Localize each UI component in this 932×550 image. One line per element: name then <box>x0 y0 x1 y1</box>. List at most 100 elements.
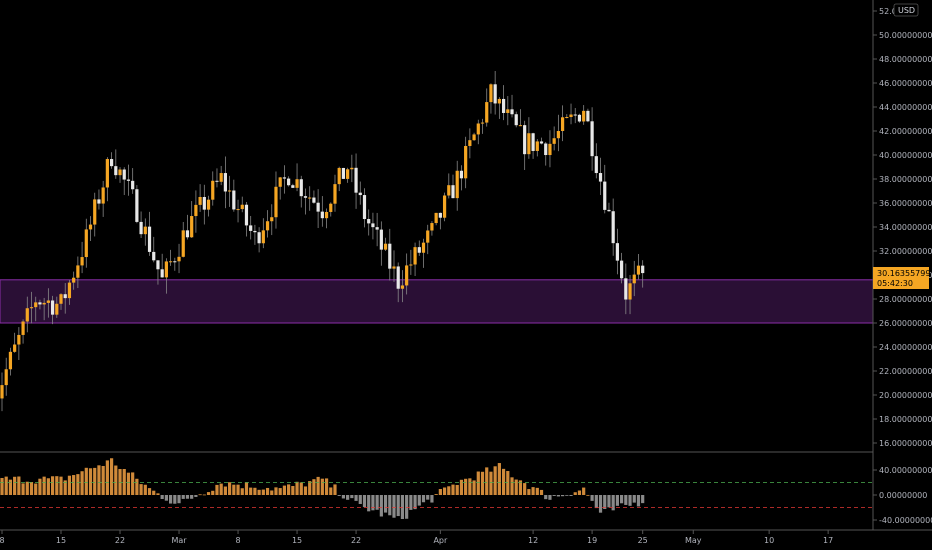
oscillator-axis[interactable]: 40.00000000 0.00000000 -40.00000000 <box>0 466 932 525</box>
candle <box>341 167 346 180</box>
histogram-bar <box>219 483 223 495</box>
histogram-bar <box>190 495 194 499</box>
time-tick-label: 25 <box>638 536 648 545</box>
candle <box>447 173 451 199</box>
price-tick-label: 34.00000000 <box>879 223 932 232</box>
candle <box>468 128 472 159</box>
time-axis[interactable]: 8 15 22 Mar 8 15 22 Apr 12 19 25 May 10 17 <box>0 530 833 545</box>
candle <box>295 163 299 192</box>
candle <box>611 198 615 256</box>
histogram-bar <box>426 495 430 500</box>
time-tick-label: 19 <box>587 536 597 545</box>
histogram-bar <box>590 495 594 501</box>
histogram-bar <box>379 495 383 517</box>
candle <box>582 105 586 125</box>
price-tick-label: 48.00000000 <box>879 55 932 64</box>
candle <box>278 176 282 200</box>
histogram-bar <box>249 487 253 495</box>
candle <box>379 221 383 266</box>
histogram-bar <box>143 484 147 495</box>
candle <box>0 372 4 412</box>
candle <box>628 274 632 315</box>
histogram-bar <box>476 471 480 495</box>
histogram-bar <box>131 472 135 495</box>
histogram-bar <box>535 487 539 495</box>
histogram-bar <box>459 479 464 495</box>
candle <box>101 180 105 217</box>
time-tick-label: 8 <box>0 536 5 545</box>
candle <box>539 137 544 145</box>
histogram-bar <box>198 494 202 496</box>
price-tick-label: 44.00000000 <box>879 103 932 112</box>
histogram-bar <box>118 469 122 495</box>
histogram-bar <box>510 477 514 495</box>
histogram-bar <box>160 495 164 500</box>
candle <box>211 171 215 206</box>
price-tick-label: 42.00000000 <box>879 127 932 136</box>
histogram-bar <box>291 486 295 495</box>
time-tick-label: 8 <box>235 536 240 545</box>
histogram-bar <box>371 495 375 511</box>
candle <box>21 319 25 344</box>
histogram-bar <box>236 484 240 495</box>
histogram-bar <box>232 484 236 495</box>
candle <box>244 201 249 237</box>
histogram-bar <box>375 495 379 510</box>
histogram-bar <box>480 471 485 495</box>
histogram-bar <box>636 495 641 507</box>
candle <box>430 221 434 236</box>
histogram-bar <box>105 460 109 495</box>
candle <box>261 218 265 249</box>
price-tick-label: 24.00000000 <box>879 343 932 352</box>
histogram-bar <box>472 480 476 495</box>
histogram-bar <box>607 495 611 508</box>
candle <box>476 119 480 145</box>
histogram-bar <box>287 484 291 495</box>
candle <box>114 149 118 179</box>
histogram-bar <box>324 478 329 495</box>
histogram-bar <box>101 465 105 495</box>
histogram-bar <box>80 471 84 495</box>
time-tick-label: 15 <box>56 536 66 545</box>
candle <box>291 183 295 189</box>
candle <box>13 332 17 353</box>
candle <box>38 299 42 310</box>
currency-badge[interactable]: USD <box>893 3 919 17</box>
histogram-bar <box>518 480 523 495</box>
candle <box>510 94 514 118</box>
histogram-bar <box>72 475 76 495</box>
candle <box>594 143 598 179</box>
candle <box>173 257 177 271</box>
candle <box>451 174 455 199</box>
support-zone[interactable] <box>0 279 874 324</box>
histogram-bar <box>34 483 38 495</box>
candle <box>88 216 93 241</box>
histogram-bar <box>400 495 405 520</box>
candle <box>228 175 232 207</box>
candle <box>501 85 506 121</box>
candle <box>257 227 261 253</box>
histogram-bar <box>417 495 421 506</box>
candle <box>565 114 569 119</box>
histogram-bar <box>67 475 72 495</box>
candle <box>97 189 101 210</box>
histogram-bar <box>569 495 573 497</box>
time-tick-label: 17 <box>823 536 833 545</box>
candle <box>93 192 97 237</box>
candle <box>265 210 270 238</box>
histogram-bar <box>206 492 211 495</box>
histogram-bar <box>122 469 126 495</box>
histogram-bar <box>514 479 518 495</box>
candle <box>240 196 244 213</box>
histogram-bar <box>316 476 320 495</box>
time-tick-label: Apr <box>433 536 448 545</box>
candle <box>493 70 497 115</box>
candle <box>442 192 447 222</box>
candle <box>624 263 628 315</box>
candle <box>109 152 114 169</box>
histogram-bar <box>202 494 206 496</box>
histogram-bar <box>228 482 232 495</box>
candle <box>518 109 523 127</box>
histogram-bar <box>63 480 67 495</box>
